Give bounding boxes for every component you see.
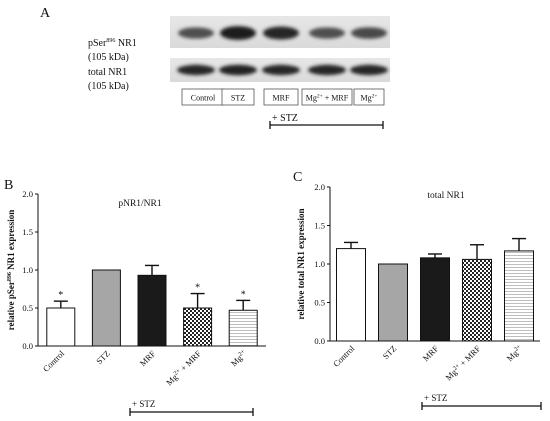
y-axis-label-c: relative total NR1 expression: [296, 209, 306, 320]
chart-title-b: pNR1/NR1: [118, 199, 162, 209]
significance-control: *: [58, 290, 63, 301]
row2-label: total NR1: [88, 67, 127, 78]
panel-a: A pSer896 NR1 (105 kDa) total NR1 (105 k…: [40, 6, 390, 129]
y-tick-label: 0.0: [314, 336, 325, 346]
y-tick-label: 0.5: [22, 303, 33, 313]
band-pser-stz: [220, 26, 256, 40]
bar-mg: [504, 250, 534, 342]
y-tick-label: 1.0: [22, 265, 33, 275]
lane-label-mrf: MRF: [273, 94, 290, 103]
chart-c: 0.0 0.5 1.0 1.5 2.0 relative total NR1 expres…: [296, 182, 542, 410]
bar-mrf: [137, 274, 167, 347]
chart-b: 0.0 0.5 1.0 1.5 2.0 relative pSer896 NR1 expr…: [6, 189, 266, 416]
band-pser-mg: [351, 27, 387, 39]
category-label-mg: Mg2+: [229, 348, 249, 368]
row1-kda: (105 kDa): [88, 52, 129, 63]
lane-box-mg-mrf: [301, 88, 353, 106]
category-label-stz: STZ: [381, 343, 399, 361]
category-label-mg-mrf: Mg2+ + MRF: [443, 343, 482, 382]
lane-box-mg: [353, 88, 385, 106]
y-tick-label: 1.0: [314, 259, 325, 269]
bar-control: [336, 248, 366, 342]
stz-bracket-label-b: + STZ: [132, 399, 155, 409]
y-axis-label-b: relative pSer896 NR1 expression: [6, 210, 16, 330]
bar-mg: [228, 309, 258, 347]
band-pser-mg-mrf: [309, 27, 345, 39]
category-label-mrf: MRF: [138, 348, 158, 368]
lane-label-stz: STZ: [231, 94, 245, 103]
bar-stz: [378, 263, 408, 342]
row1-label: pSer896 NR1: [88, 38, 137, 49]
band-total-mrf: [262, 64, 300, 76]
lane-labels: Control STZ MRF Mg2+ + MRF Mg2+: [181, 88, 385, 106]
category-label-control: Control: [331, 343, 357, 369]
bar-mg-mrf: [183, 307, 213, 347]
category-label-mrf: MRF: [421, 343, 441, 363]
significance-mg-mrf: *: [195, 283, 200, 294]
panel-a-label: A: [40, 6, 51, 21]
band-total-stz: [219, 64, 257, 76]
lane-box-stz: [221, 88, 255, 106]
band-total-mg: [350, 64, 388, 76]
stz-bracket-label: + STZ: [272, 113, 298, 124]
row2-kda: (105 kDa): [88, 81, 129, 92]
stz-bracket-label-c: + STZ: [424, 393, 447, 403]
category-label-mg: Mg2+: [504, 343, 524, 363]
y-tick-label: 1.5: [22, 227, 33, 237]
significance-mg: *: [241, 289, 246, 300]
panel-c-label: C: [293, 170, 302, 185]
y-tick-label: 0.0: [22, 341, 33, 351]
panel-b-label: B: [4, 178, 13, 193]
bar-mg-mrf: [462, 258, 492, 342]
y-tick-label: 2.0: [314, 182, 325, 192]
bar-stz: [91, 269, 121, 347]
bar-mrf: [420, 257, 450, 342]
category-label-mg-mrf: Mg2+ + MRF: [164, 348, 203, 387]
category-label-stz: STZ: [94, 348, 112, 366]
band-pser-control: [178, 27, 214, 39]
band-total-mg-mrf: [308, 64, 346, 76]
band-pser-mrf: [263, 26, 299, 40]
category-label-control: Control: [41, 348, 67, 374]
y-tick-label: 0.5: [314, 298, 325, 308]
bar-control: [46, 307, 76, 347]
lane-label-control: Control: [191, 94, 216, 103]
band-total-control: [177, 64, 215, 76]
lane-label-mg-mrf: Mg2+ + MRF: [306, 94, 349, 103]
y-tick-label: 2.0: [22, 189, 33, 199]
chart-title-c: total NR1: [427, 191, 464, 201]
lane-box-mrf: [263, 88, 299, 106]
lane-label-mg: Mg2+: [361, 94, 378, 103]
y-tick-label: 1.5: [314, 221, 325, 231]
blot-bands: [177, 26, 388, 76]
